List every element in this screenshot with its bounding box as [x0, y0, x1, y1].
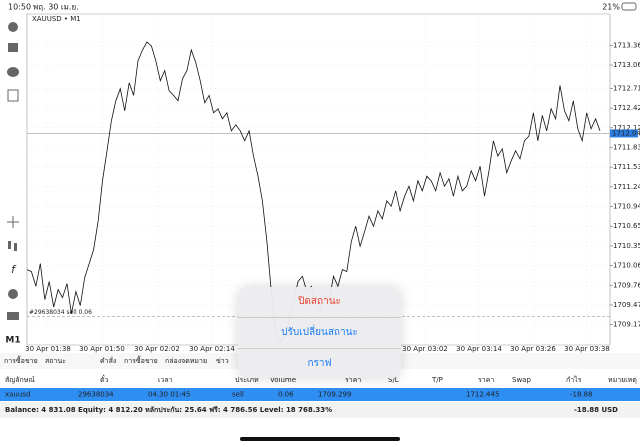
- account-total: -18.88 USD: [574, 406, 618, 414]
- y-tick-label: 1710.355: [613, 242, 640, 250]
- y-tick-label: 1712.125: [613, 124, 640, 132]
- table-cell: -18.88: [570, 391, 593, 399]
- table-header: ตั๋ว: [100, 375, 109, 384]
- price-tag: [610, 129, 638, 138]
- table-cell: 04.30 01:45: [148, 391, 190, 399]
- home-indicator: [240, 437, 400, 441]
- table-header: สัญลักษณ์: [5, 376, 35, 384]
- x-tick-label: 30 Apr 01:50: [79, 345, 125, 353]
- table-cell: 1712.445: [466, 391, 499, 399]
- popup-item[interactable]: กราฟ: [307, 358, 332, 369]
- popup-item[interactable]: ปิดสถานะ: [238, 287, 401, 318]
- icon[interactable]: M1: [5, 336, 20, 346]
- x-tick-label: 30 Apr 03:38: [564, 345, 610, 353]
- table-cell: sell: [232, 391, 244, 399]
- y-tick-label: 1713.065: [613, 61, 640, 69]
- y-tick-label: 1712.715: [613, 84, 640, 92]
- y-tick-label: 1711.240: [613, 183, 640, 191]
- table-header: ประเภท: [235, 376, 259, 384]
- y-tick-label: 1710.650: [613, 222, 640, 230]
- y-tick-label: 1711.830: [613, 143, 640, 151]
- table-row[interactable]: [0, 388, 640, 401]
- y-tick-label: 1709.470: [613, 301, 640, 309]
- symbol-label: XAUUSD • M1: [32, 15, 81, 23]
- x-tick-label: 30 Apr 02:14: [189, 345, 235, 353]
- tab[interactable]: กล่องจดหมาย: [165, 357, 207, 365]
- y-tick-label: 1713.360: [613, 41, 640, 49]
- tab[interactable]: สถานะ: [45, 357, 66, 365]
- status-date: พฤ. 30 เม.ย.: [33, 3, 79, 12]
- table-header: Volume: [270, 376, 296, 384]
- icon[interactable]: [7, 216, 19, 228]
- table-cell: 1709.299: [318, 391, 351, 399]
- tab[interactable]: การซื้อขาย: [124, 354, 158, 365]
- popup-item[interactable]: ปรับเปลี่ยนสถานะ: [238, 318, 401, 349]
- icon[interactable]: [7, 89, 19, 102]
- icon[interactable]: [7, 312, 19, 320]
- y-tick-label: 1709.175: [613, 321, 640, 329]
- battery-icon: [621, 2, 637, 11]
- table-header: ราคา: [478, 376, 494, 384]
- icon[interactable]: [8, 22, 18, 32]
- table-header: เวลา: [158, 376, 173, 384]
- icon[interactable]: [8, 289, 18, 299]
- icon[interactable]: f: [11, 263, 17, 276]
- table-header: Swap: [512, 376, 531, 384]
- tab[interactable]: คำสั่ง: [100, 356, 116, 365]
- action-sheet: ปิดสถานะ ปรับเปลี่ยนสถานะกราฟ: [238, 287, 401, 378]
- price-label: 1712.040: [612, 129, 640, 137]
- x-tick-label: 30 Apr 03:14: [456, 345, 502, 353]
- account-summary: Balance: 4 831.08 Equity: 4 812.20 หลักป…: [5, 406, 332, 414]
- table-cell: 0.06: [278, 391, 294, 399]
- table-header: หมายเหตุ: [608, 376, 637, 384]
- x-tick-label: 30 Apr 02:02: [134, 345, 180, 353]
- table-header: ราคา: [345, 376, 361, 384]
- table-cell: xauusd: [5, 391, 30, 399]
- tab[interactable]: ข่าว: [216, 357, 229, 365]
- x-tick-label: 30 Apr 03:26: [510, 345, 556, 353]
- icon[interactable]: [14, 243, 17, 251]
- icon[interactable]: [8, 43, 18, 52]
- account-bar: [0, 402, 640, 418]
- order-label: #29638034 sell 0.06: [29, 309, 92, 316]
- y-tick-label: 1711.535: [613, 163, 640, 171]
- table-cell: 29638034: [78, 391, 114, 399]
- icon[interactable]: [8, 241, 11, 249]
- icon[interactable]: [7, 67, 19, 77]
- x-tick-label: 30 Apr 03:02: [402, 345, 448, 353]
- x-tick-label: 30 Apr 01:38: [25, 345, 71, 353]
- y-tick-label: 1712.420: [613, 104, 640, 112]
- table-header: กำไร: [566, 375, 582, 384]
- status-battery: 21%: [602, 3, 620, 12]
- y-tick-label: 1710.945: [613, 203, 640, 211]
- toolbar: f M1: [5, 22, 21, 346]
- y-tick-label: 1709.765: [613, 281, 640, 289]
- y-tick-label: 1710.060: [613, 262, 640, 270]
- table-header: T/P: [431, 376, 443, 384]
- table-header: S/L: [388, 376, 399, 384]
- tab[interactable]: การซื้อขาย: [4, 354, 38, 365]
- status-time: 10:50: [8, 3, 31, 12]
